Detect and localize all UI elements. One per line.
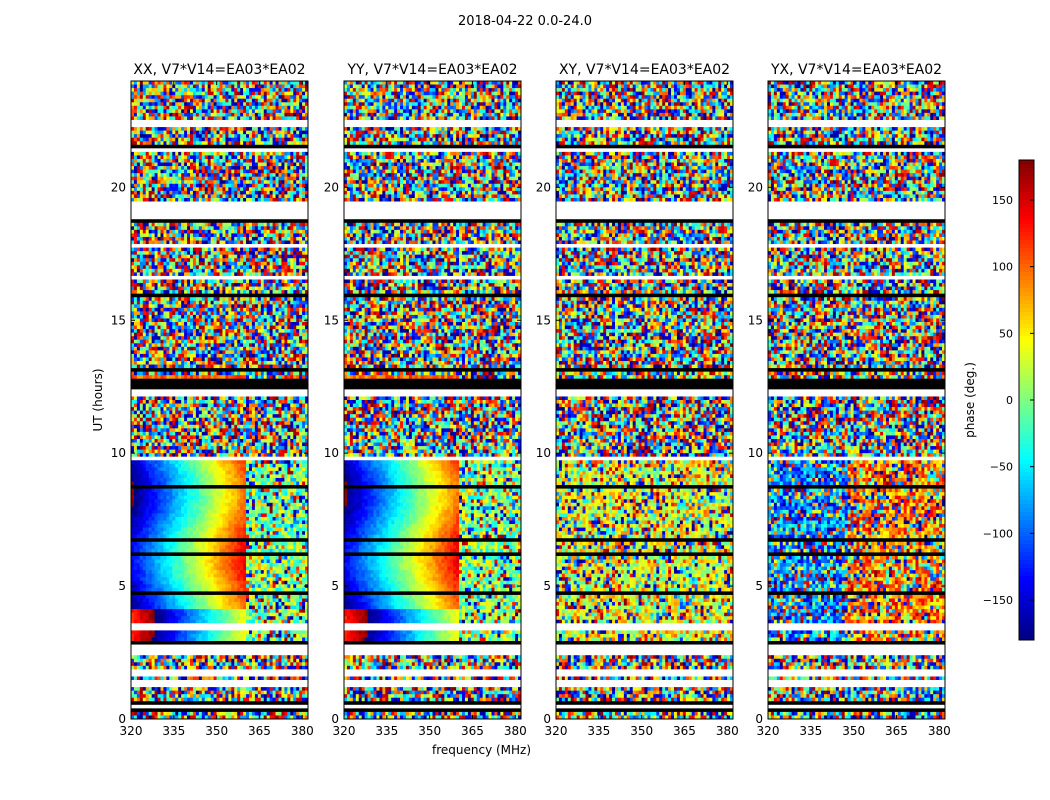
y-tick-label: 10 (536, 446, 551, 460)
colorbar: −150 −100 −50 0 50 100 150 (983, 159, 1035, 641)
x-tick-label: 320 (333, 724, 356, 738)
colorbar-tick-label: 150 (992, 194, 1013, 207)
panel-title-4: YX, V7*V14=EA03*EA02 (770, 62, 942, 78)
y-tick-label: 15 (111, 313, 126, 327)
x-tick-label: 380 (504, 724, 527, 738)
colorbar-label: phase (deg.) (963, 360, 977, 440)
x-tick-label: 365 (885, 724, 908, 738)
colorbar-tick-label: −100 (983, 527, 1013, 540)
x-tick-label: 335 (587, 724, 610, 738)
panel-frame-4 (767, 80, 946, 720)
y-tick-label: 15 (324, 313, 339, 327)
y-tick-label: 0 (331, 712, 339, 726)
colorbar-tick-label: −150 (983, 594, 1013, 607)
colorbar-tick-label: 50 (999, 327, 1013, 340)
x-tick-label: 380 (716, 724, 739, 738)
x-tick-label: 350 (205, 724, 228, 738)
y-tick-label: 0 (118, 712, 126, 726)
x-tick-label: 365 (248, 724, 271, 738)
x-tick-label: 320 (545, 724, 568, 738)
panel-frame-2 (343, 80, 522, 720)
panel-1: XX, V7*V14=EA03*EA02 320 335 350 365 380 0 5 10 1… (111, 62, 314, 738)
panel-2: YY, V7*V14=EA03*EA02 320 335 350 365 380 0 5 10 1… (324, 62, 527, 738)
panel-frame-1 (130, 80, 309, 720)
x-tick-label: 335 (375, 724, 398, 738)
x-tick-label: 365 (673, 724, 696, 738)
x-tick-label: 380 (291, 724, 314, 738)
y-tick-label: 0 (755, 712, 763, 726)
y-tick-label: 0 (543, 712, 551, 726)
y-tick-label: 5 (543, 579, 551, 593)
y-tick-label: 20 (748, 180, 763, 194)
y-tick-label: 15 (536, 313, 551, 327)
heatmap-image-3 (556, 81, 734, 720)
y-tick-label: 10 (324, 446, 339, 460)
figure-suptitle: 2018-04-22 0.0-24.0 (0, 14, 1050, 29)
y-tick-label: 5 (331, 579, 339, 593)
y-tick-label: 20 (536, 180, 551, 194)
y-axis-label: UT (hours) (91, 360, 105, 440)
x-tick-label: 350 (842, 724, 865, 738)
panel-3: XY, V7*V14=EA03*EA02 320 335 350 365 380 0 5 10 1… (536, 62, 739, 738)
x-tick-label: 365 (461, 724, 484, 738)
y-tick-label: 10 (748, 446, 763, 460)
colorbar-tick-label: 0 (1006, 394, 1013, 407)
colorbar-tick-label: 100 (992, 261, 1013, 274)
y-tick-label: 5 (755, 579, 763, 593)
x-tick-label: 350 (418, 724, 441, 738)
heatmap-image-1 (131, 81, 309, 720)
panel-title-2: YY, V7*V14=EA03*EA02 (346, 62, 517, 78)
y-tick-label: 10 (111, 446, 126, 460)
colorbar-tick-label: −50 (990, 461, 1013, 474)
y-tick-label: 15 (748, 313, 763, 327)
y-tick-label: 20 (324, 180, 339, 194)
x-tick-label: 335 (799, 724, 822, 738)
x-axis-label: frequency (MHz) (432, 743, 531, 757)
x-tick-label: 335 (162, 724, 185, 738)
x-tick-label: 380 (928, 724, 951, 738)
panel-title-1: XX, V7*V14=EA03*EA02 (133, 62, 305, 78)
heatmap-image-2 (344, 81, 522, 720)
panel-4: YX, V7*V14=EA03*EA02 320 335 350 365 380 0 5 10 1… (748, 62, 951, 738)
panel-frame-3 (555, 80, 734, 720)
y-tick-label: 5 (118, 579, 126, 593)
x-tick-label: 350 (630, 724, 653, 738)
x-tick-label: 320 (120, 724, 143, 738)
panel-title-3: XY, V7*V14=EA03*EA02 (559, 62, 730, 78)
y-tick-label: 20 (111, 180, 126, 194)
x-tick-label: 320 (757, 724, 780, 738)
heatmap-image-4 (768, 81, 946, 720)
